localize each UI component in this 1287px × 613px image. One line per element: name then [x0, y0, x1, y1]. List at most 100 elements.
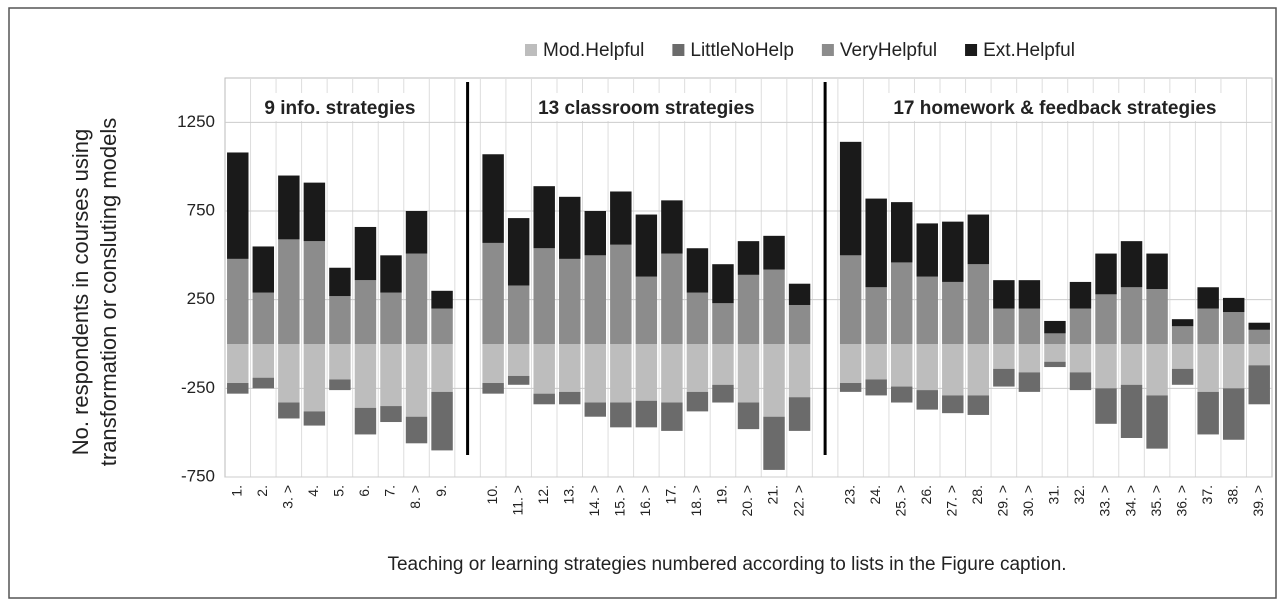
bar-segment — [712, 264, 734, 304]
y-label-line: transformation or consluting models — [96, 118, 121, 467]
bar-segment — [354, 226, 377, 281]
bar-segment — [1018, 344, 1041, 373]
bar-segment — [1069, 344, 1092, 373]
x-tick-label: 27. > — [943, 485, 959, 517]
x-tick-label: 32. — [1071, 485, 1087, 504]
bar-segment — [1197, 308, 1219, 344]
bar-segment — [1146, 253, 1168, 290]
bar-segment — [942, 221, 964, 282]
bar-segment — [584, 255, 607, 344]
bar-segment — [559, 344, 581, 392]
x-tick-label: 17. — [663, 485, 679, 504]
annotation-bg — [887, 93, 1223, 121]
x-tick-label: 5. — [331, 485, 347, 497]
bar-segment — [635, 214, 658, 277]
legend-swatch — [525, 44, 537, 56]
bar-segment — [1120, 241, 1143, 288]
bar-segment — [839, 255, 862, 344]
bar-segment — [763, 344, 785, 417]
x-tick-label: 18. > — [688, 485, 704, 517]
bar-segment — [1044, 333, 1066, 344]
bar-segment — [1095, 344, 1117, 389]
bar-segment — [635, 276, 658, 344]
bar-segment — [533, 186, 555, 249]
bar-segment — [1197, 391, 1219, 435]
legend-swatch — [672, 44, 685, 56]
x-tick-label: 9. — [433, 485, 449, 497]
bar-segment — [405, 344, 428, 417]
bar-segment — [354, 407, 377, 435]
x-tick-label: 39. > — [1250, 485, 1266, 517]
bar-segment — [405, 211, 428, 254]
bar-segment — [507, 285, 530, 344]
x-tick-label: 37. — [1199, 485, 1215, 504]
bar-segment — [431, 308, 453, 344]
bar-segment — [763, 235, 785, 270]
bar-segment — [1146, 289, 1168, 344]
x-tick-label: 11. > — [509, 485, 525, 516]
bar-segment — [252, 344, 275, 378]
x-tick-label: 25. > — [892, 485, 908, 517]
bar-segment — [1197, 287, 1219, 309]
legend-swatch — [821, 44, 834, 56]
bar-segment — [610, 344, 632, 403]
bar-segment — [584, 402, 607, 417]
bar-segment — [839, 344, 862, 384]
bar-segment — [610, 244, 632, 344]
x-tick-label: 31. — [1046, 485, 1062, 504]
bar-segment — [1069, 372, 1092, 391]
bar-segment — [380, 406, 402, 423]
bar-segment — [559, 258, 581, 344]
bar-segment — [354, 344, 377, 408]
bar-segment — [686, 344, 709, 392]
bar-segment — [967, 264, 990, 344]
x-tick-label: 20. > — [739, 485, 755, 517]
x-tick-label: 29. > — [995, 485, 1011, 517]
bar-segment — [329, 267, 351, 297]
bar-segment — [278, 344, 300, 403]
bar-segment — [1222, 344, 1245, 389]
bar-segment — [686, 248, 709, 293]
bar-segment — [533, 248, 555, 344]
legend-label: VeryHelpful — [840, 40, 937, 61]
bar-segment — [227, 258, 249, 344]
bar-segment — [916, 390, 938, 410]
bar-segment — [890, 386, 913, 403]
x-tick-label: 21. — [765, 485, 781, 504]
bar-segment — [635, 400, 658, 428]
bar-segment — [1146, 344, 1168, 396]
x-tick-label: 3. > — [280, 485, 296, 509]
bar-segment — [1146, 395, 1168, 449]
bar-segment — [763, 416, 785, 470]
bar-segment — [380, 344, 402, 407]
bar-segment — [788, 304, 811, 344]
bar-segment — [993, 308, 1015, 344]
x-tick-label: 8. > — [407, 485, 423, 509]
x-label: Teaching or learning strategies numbered… — [387, 554, 1066, 575]
x-tick-label: 24. — [867, 485, 883, 504]
y-tick-label: -750 — [181, 466, 215, 485]
bar-segment — [1171, 319, 1194, 327]
bar-segment — [482, 344, 504, 384]
bar-segment — [559, 391, 581, 405]
bar-segment — [482, 242, 504, 344]
x-tick-label: 14. > — [586, 485, 602, 517]
bar-segment — [252, 246, 275, 293]
y-tick-label: 1250 — [177, 112, 215, 131]
bar-segment — [942, 344, 964, 396]
bar-segment — [1222, 297, 1245, 313]
bar-segment — [227, 152, 249, 259]
legend-label: Ext.Helpful — [983, 40, 1075, 61]
x-tick-label: 4. — [305, 485, 321, 497]
bar-segment — [788, 283, 811, 305]
x-tick-label: 33. > — [1097, 485, 1113, 517]
bar-segment — [507, 218, 530, 286]
bar-segment — [661, 253, 683, 344]
group-annotation: 13 classroom strategies — [538, 98, 755, 119]
bar-segment — [865, 344, 887, 380]
bar-segment — [1044, 344, 1066, 362]
x-tick-label: 12. — [535, 485, 551, 504]
bar-segment — [967, 395, 990, 415]
bar-segment — [533, 344, 555, 394]
